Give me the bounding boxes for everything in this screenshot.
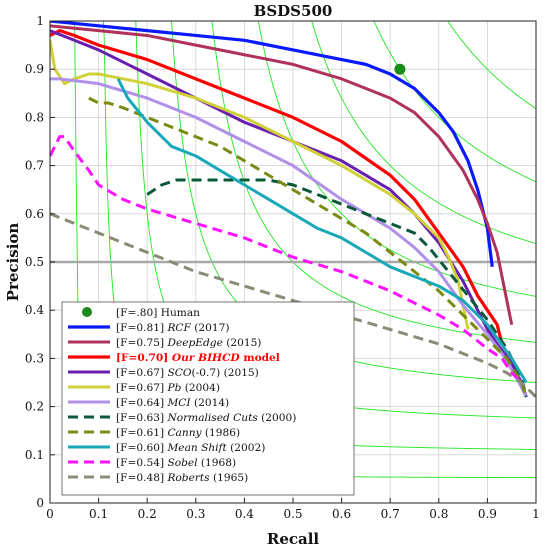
- y-tick-label: 0.3: [25, 351, 44, 365]
- x-tick-label: 0.4: [235, 507, 254, 521]
- x-tick-label: 0.5: [283, 507, 302, 521]
- legend-entry: [F=0.81] RCF (2017): [68, 322, 229, 334]
- legend-box: [61, 301, 355, 496]
- iso-f-line: [373, 21, 536, 183]
- legend-label: [F=0.48] Roberts (1965): [116, 472, 248, 484]
- legend-entry: [F=0.67] Pb (2004): [68, 382, 220, 394]
- legend-label: [F=0.75] DeepEdge (2015): [116, 337, 261, 349]
- x-tick-label: 0.7: [381, 507, 400, 521]
- series-line-6: [146, 178, 528, 398]
- y-tick-label: 0.6: [25, 207, 44, 221]
- chart-title: BSDS500: [254, 2, 333, 20]
- x-tick-label: 0: [46, 507, 54, 521]
- legend-entry: [F=0.75] DeepEdge (2015): [68, 337, 261, 349]
- legend-entry: [F=0.67] SCO(-0.7) (2015): [68, 367, 259, 379]
- x-tick-label: 0.9: [478, 507, 497, 521]
- y-tick-label: 0.2: [25, 400, 44, 414]
- legend-entry: [F=0.63] Normalised Cuts (2000): [68, 412, 296, 424]
- legend-entry: [F=0.64] MCI (2014): [68, 397, 229, 409]
- legend-label: [F=0.67] SCO(-0.7) (2015): [116, 367, 259, 379]
- x-tick-label: 0.6: [332, 507, 351, 521]
- y-tick-label: 0: [36, 496, 44, 510]
- x-tick-label: 0.1: [89, 507, 108, 521]
- series-line-1: [50, 24, 514, 325]
- legend-entry: [F=0.60] Mean Shift (2002): [68, 442, 265, 454]
- legend-entry: [F=0.61] Canny (1986): [68, 427, 240, 439]
- x-tick-label: 0.8: [429, 507, 448, 521]
- legend-entry: [F=0.70] Our BIHCD model: [68, 352, 280, 364]
- legend-label: [F=0.63] Normalised Cuts (2000): [116, 412, 296, 424]
- y-axis-label: Precision: [4, 223, 22, 302]
- iso-f-line: [311, 21, 536, 244]
- series-line-8: [116, 78, 528, 384]
- y-tick-label: 0.5: [25, 255, 44, 269]
- legend-label: [F=0.64] MCI (2014): [116, 397, 229, 409]
- y-tick-label: 1: [36, 14, 44, 28]
- x-tick-label: 0.3: [186, 507, 205, 521]
- legend-label: [F=0.67] Pb (2004): [116, 382, 220, 394]
- legend: [F=.80] Human [F=0.81] RCF (2017) [F=0.75]…: [61, 301, 355, 496]
- legend-label: [F=.80] Human: [116, 307, 200, 319]
- x-axis-label: Recall: [267, 530, 320, 548]
- legend-entry: [F=0.48] Roberts (1965): [68, 472, 248, 484]
- legend-label: [F=0.81] RCF (2017): [116, 322, 229, 334]
- x-tick-label: 1: [532, 507, 540, 521]
- legend-label: [F=0.60] Mean Shift (2002): [116, 442, 265, 454]
- human-point: [394, 63, 406, 75]
- series-line-3: [50, 29, 528, 398]
- y-tick-label: 0.1: [25, 448, 44, 462]
- series-line-7: [88, 96, 528, 398]
- series-line-9: [50, 135, 523, 384]
- iso-f-line: [447, 21, 536, 110]
- y-tick-label: 0.9: [25, 62, 44, 76]
- y-tick-label: 0.4: [25, 303, 44, 317]
- legend-label: [F=0.70] Our BIHCD model: [116, 352, 280, 364]
- series-line-2: [50, 29, 504, 345]
- legend-entry: [F=0.54] Sobel (1968): [68, 457, 236, 469]
- series-group: [50, 21, 536, 399]
- series-line-0: [50, 21, 494, 268]
- y-tick-label: 0.8: [25, 110, 44, 124]
- iso-f-line: [257, 21, 536, 297]
- x-tick-label: 0.2: [138, 507, 157, 521]
- legend-label: [F=0.54] Sobel (1968): [116, 457, 236, 469]
- legend-swatch: [82, 307, 92, 317]
- legend-label: [F=0.61] Canny (1986): [116, 427, 240, 439]
- plot-area: 0 0.1 0.2 0.3 0.4 0.5 0.6 0.7 0.8 0.9 1 0 0.1 0.2 0.3 0…: [25, 14, 540, 521]
- legend-entry: [F=.80] Human: [82, 307, 200, 319]
- y-tick-label: 0.7: [25, 159, 44, 173]
